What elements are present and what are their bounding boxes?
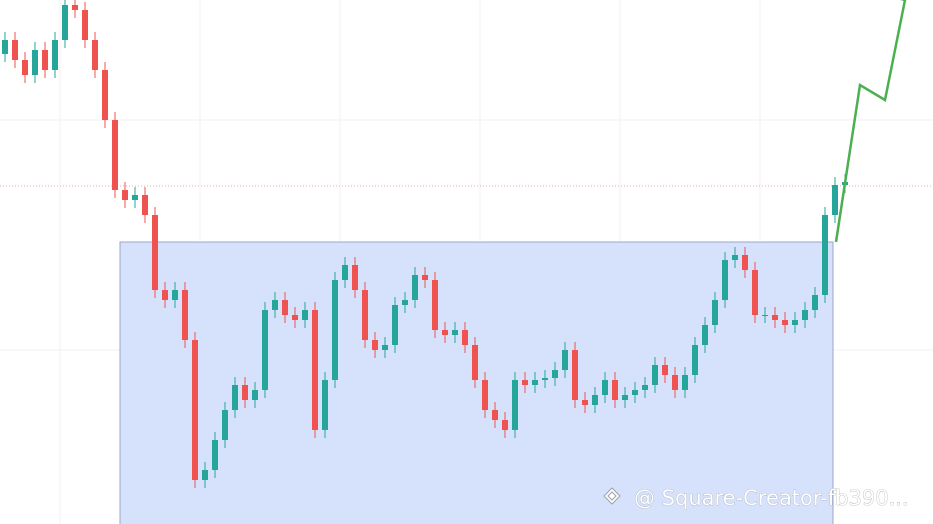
candle-body <box>772 315 778 320</box>
candle-body <box>162 290 168 300</box>
candle-body <box>562 350 568 370</box>
candle-body <box>332 280 338 380</box>
candle-body <box>632 390 638 395</box>
candle-body <box>2 40 8 54</box>
candle-body <box>352 265 358 290</box>
candle-body <box>402 300 408 305</box>
candle-body <box>342 265 348 280</box>
projection-arrow <box>834 0 907 243</box>
candle-body <box>802 310 808 320</box>
candle-body <box>112 120 118 190</box>
candle-body <box>122 190 128 200</box>
candle-body <box>742 255 748 270</box>
candle-body <box>132 195 138 200</box>
candle-body <box>502 420 508 430</box>
candle-body <box>782 320 788 325</box>
candle-body <box>82 10 88 40</box>
candle-body <box>142 195 148 215</box>
candle-body <box>812 295 818 310</box>
candle-body <box>292 315 298 320</box>
candle-body <box>382 345 388 350</box>
candle-body <box>552 370 558 378</box>
candle-body <box>192 340 198 480</box>
candle-body <box>242 385 248 400</box>
candle-body <box>422 275 428 280</box>
candle-body <box>182 290 188 340</box>
candle-body <box>792 320 798 325</box>
candle-body <box>282 300 288 315</box>
candle-body <box>762 315 768 316</box>
candles <box>2 0 848 488</box>
candle-body <box>152 215 158 290</box>
candle-body <box>212 440 218 470</box>
candle-body <box>62 5 68 40</box>
candle-body <box>432 280 438 330</box>
candle-body <box>582 400 588 405</box>
candle-body <box>262 310 268 390</box>
candle-body <box>12 40 18 60</box>
candle-body <box>732 255 738 260</box>
candle-body <box>322 380 328 430</box>
candle-body <box>712 300 718 325</box>
watermark-logo <box>603 487 621 505</box>
candle-body <box>302 310 308 320</box>
range-box <box>119 241 834 524</box>
candle-body <box>832 185 838 215</box>
candle-body <box>542 378 548 380</box>
candle-body <box>252 390 258 400</box>
candle-body <box>702 325 708 345</box>
watermark: @ Square-Creator-fb390... <box>634 486 909 510</box>
candle-body <box>622 395 628 400</box>
candle-body <box>682 375 688 390</box>
candle-body <box>572 350 578 400</box>
watermark-group: @ Square-Creator-fb390... <box>603 486 909 510</box>
candle-body <box>652 365 658 385</box>
candle-body <box>452 330 458 335</box>
candle-body <box>172 290 178 300</box>
candle-body <box>52 40 58 70</box>
candle-body <box>692 345 698 375</box>
candle-body <box>722 260 728 300</box>
candle-body <box>372 340 378 350</box>
candle-body <box>492 410 498 420</box>
candle-body <box>592 395 598 405</box>
candle-body <box>642 385 648 390</box>
candle-body <box>272 300 278 310</box>
candle-body <box>202 470 208 480</box>
candle-body <box>222 410 228 440</box>
candle-body <box>662 365 668 375</box>
candle-body <box>462 330 468 345</box>
candle-body <box>532 380 538 385</box>
candle-body <box>92 40 98 70</box>
candle-body <box>72 5 78 10</box>
candle-body <box>442 330 448 335</box>
candle-body <box>392 305 398 345</box>
candle-body <box>512 380 518 430</box>
candle-body <box>102 70 108 120</box>
candle-body <box>22 60 28 75</box>
candle-body <box>362 290 368 340</box>
candle-body <box>472 345 478 380</box>
candle-body <box>412 275 418 300</box>
candle-body <box>752 270 758 315</box>
candle-body <box>612 380 618 400</box>
candle-body <box>482 380 488 410</box>
candle-body <box>232 385 238 410</box>
candle-body <box>602 380 608 395</box>
candle-body <box>312 310 318 430</box>
candle-body <box>522 380 528 385</box>
candle-body <box>822 215 828 295</box>
candle-body <box>42 50 48 70</box>
candle-body <box>32 50 38 75</box>
candle-body <box>672 375 678 390</box>
